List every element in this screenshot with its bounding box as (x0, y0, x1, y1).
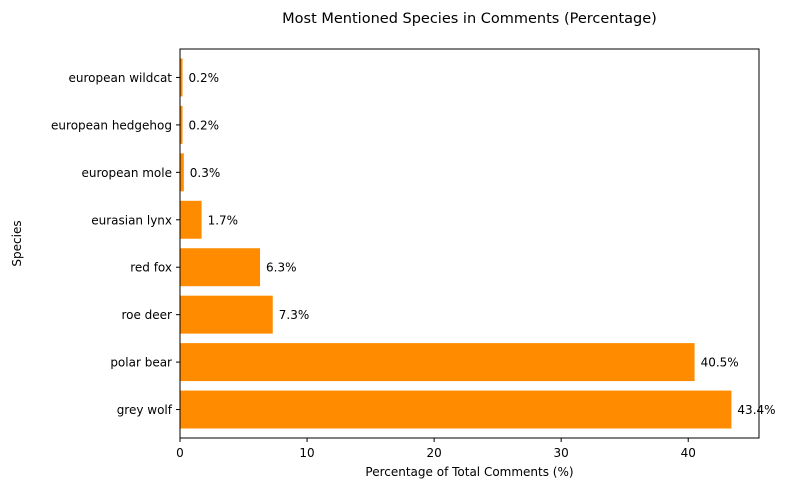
y-axis-label: Species (10, 220, 24, 266)
x-tick-label: 20 (426, 446, 441, 460)
x-tick-label: 0 (176, 446, 184, 460)
y-tick-label: eurasian lynx (91, 213, 172, 227)
bar-value-label: 0.3% (190, 166, 221, 180)
bar (180, 58, 183, 97)
bar (180, 390, 732, 429)
x-axis-label: Percentage of Total Comments (%) (365, 465, 573, 479)
bar (180, 343, 695, 382)
x-tick-label: 10 (299, 446, 314, 460)
y-tick-label: roe deer (121, 308, 172, 322)
x-tick-label: 30 (554, 446, 569, 460)
bar-value-label: 40.5% (701, 356, 739, 370)
plot-frame (179, 48, 760, 439)
bar-value-label: 43.4% (737, 403, 775, 417)
y-tick-label: red fox (130, 261, 172, 275)
chart-title: Most Mentioned Species in Comments (Perc… (282, 11, 657, 27)
bar-value-label: 1.7% (208, 213, 239, 227)
plot-area: 43.4% 40.5% 7.3% 6.3% 1.7% 0.3% 0.2% 0.2% grey … (51, 48, 776, 460)
bar (180, 105, 183, 144)
bar-value-label: 6.3% (266, 261, 297, 275)
bar-value-label: 0.2% (189, 118, 220, 132)
bar-value-label: 7.3% (279, 308, 310, 322)
bar (180, 153, 184, 192)
y-tick-label: european wildcat (68, 71, 172, 85)
bar (180, 200, 202, 239)
x-tick-label: 40 (681, 446, 696, 460)
bar-value-label: 0.2% (189, 71, 220, 85)
y-tick-label: european mole (81, 166, 172, 180)
bar (180, 248, 261, 287)
bar (180, 295, 273, 334)
y-tick-label: european hedgehog (51, 118, 172, 132)
y-tick-label: grey wolf (117, 403, 173, 417)
y-tick-label: polar bear (110, 356, 172, 370)
